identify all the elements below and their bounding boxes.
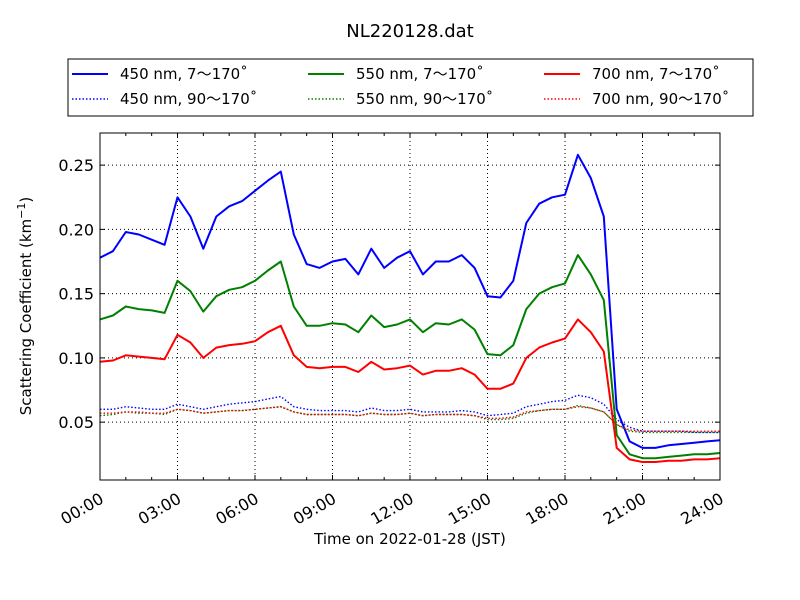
series-line [99, 404, 720, 434]
grid [100, 133, 720, 480]
series-line [99, 153, 721, 449]
y-axis-label: Scattering Coefficient (km−1) [15, 197, 35, 416]
legend-label: 550 nm, 7～170˚ [356, 65, 484, 83]
y-tick-label: 0.05 [58, 413, 94, 432]
series-line [99, 318, 721, 463]
legend-label: 550 nm, 90～170˚ [356, 90, 493, 108]
series-line [99, 254, 721, 460]
legend: 450 nm, 7～170˚ 550 nm, 7～170˚ 700 nm, 7～17… [67, 58, 754, 117]
x-axis-label: Time on 2022-01-28 (JST) [313, 530, 506, 548]
legend-label: 700 nm, 7～170˚ [592, 65, 720, 83]
y-tick-label: 0.25 [58, 156, 94, 175]
y-tick-label: 0.20 [58, 220, 94, 239]
y-axis-label-end: ) [17, 197, 35, 203]
legend-label: 450 nm, 7～170˚ [120, 65, 248, 83]
y-axis-label-sup: −1 [15, 203, 28, 219]
legend-label: 450 nm, 90～170˚ [120, 90, 257, 108]
series-group [99, 153, 721, 463]
y-tick-label: 0.15 [58, 285, 94, 304]
series-line [100, 394, 720, 434]
legend-frame [67, 58, 754, 117]
y-tick-label: 0.10 [58, 349, 94, 368]
chart-title: NL220128.dat [346, 21, 473, 42]
legend-label: 700 nm, 90～170˚ [592, 90, 729, 108]
y-axis-label-main: Scattering Coefficient (km [17, 219, 35, 415]
